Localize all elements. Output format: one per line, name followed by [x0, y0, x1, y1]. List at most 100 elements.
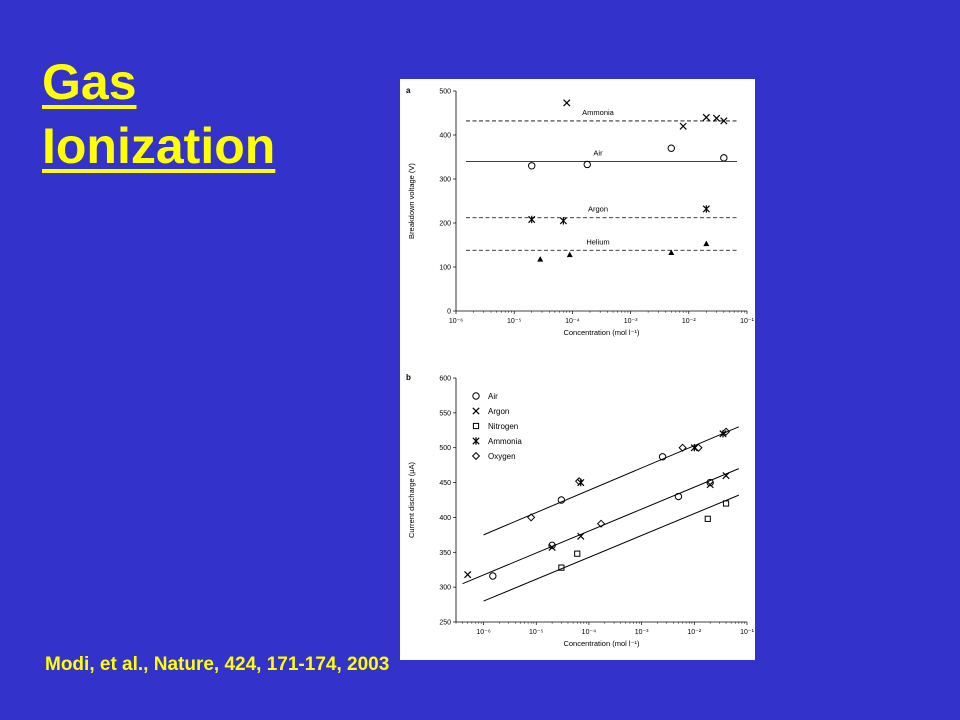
legend-label-air: Air — [488, 392, 498, 401]
data-point — [574, 550, 581, 557]
y-tick-label: 550 — [439, 410, 451, 417]
x-tick-label: 10⁻⁶ — [476, 629, 490, 636]
data-point — [574, 477, 584, 486]
legend-marker-oxygen — [471, 451, 481, 461]
y-tick-label: 500 — [439, 445, 451, 452]
x-axis-label: Concentration (mol l⁻¹) — [563, 328, 640, 337]
data-point — [690, 444, 698, 452]
data-point — [528, 215, 536, 224]
data-point — [558, 564, 565, 571]
legend-label-oxygen: Oxygen — [488, 452, 516, 461]
chart-panel-b: b 250 300 350 400 450 500 550 600 10⁻⁶ 10⁻⁵ 10⁻⁴ 10⁻… — [406, 373, 755, 648]
figure-panel: a 0 100 200 300 400 500 10⁻⁶ 10⁻⁵ 10⁻⁴ 10⁻³ 10⁻² 10⁻… — [400, 79, 755, 660]
chart-panel-a: a 0 100 200 300 400 500 10⁻⁶ 10⁻⁵ 10⁻⁴ 10⁻³ 10⁻² 10⁻… — [406, 86, 755, 337]
data-point — [577, 532, 585, 540]
y-tick-label: 400 — [439, 133, 451, 140]
x-tick-label: 10⁻² — [687, 629, 701, 636]
x-tick-label: 10⁻³ — [624, 318, 638, 325]
series-label-air: Air — [593, 148, 603, 157]
data-point — [559, 217, 568, 225]
x-tick-label: 10⁻¹ — [740, 629, 754, 636]
data-point — [674, 492, 683, 501]
series-air — [528, 144, 728, 170]
title-line-2: Ionization — [42, 118, 276, 174]
x-tick-label: 10⁻⁴ — [582, 629, 597, 636]
x-tick-label: 10⁻² — [682, 318, 696, 325]
data-point — [563, 99, 571, 107]
data-point — [722, 471, 730, 480]
y-tick-label: 400 — [439, 515, 451, 522]
data-point — [583, 160, 591, 169]
series-argon — [528, 205, 710, 225]
data-point — [702, 113, 710, 122]
data-point — [548, 541, 556, 550]
series-label-argon: Argon — [588, 205, 608, 214]
data-point — [489, 572, 497, 580]
y-tick-label: 0 — [447, 309, 451, 316]
data-point — [668, 249, 675, 255]
figure-svg: a 0 100 200 300 400 500 10⁻⁶ 10⁻⁵ 10⁻⁴ 10⁻³ 10⁻² 10⁻… — [406, 86, 755, 648]
data-point — [706, 481, 714, 489]
legend-label-nitrogen: Nitrogen — [488, 422, 518, 431]
series-helium — [537, 240, 710, 262]
slide-title: Gas Ionization — [42, 50, 275, 178]
data-point — [596, 519, 606, 528]
data-point — [703, 240, 710, 247]
data-point — [720, 154, 728, 162]
title-line-1: Gas — [42, 54, 137, 110]
y-tick-label: 300 — [439, 177, 451, 184]
x-tick-label: 10⁻⁶ — [449, 318, 463, 325]
data-point — [557, 496, 566, 504]
panel-label: b — [406, 373, 411, 382]
y-tick-label: 250 — [439, 620, 451, 627]
y-tick-label: 100 — [439, 265, 451, 272]
data-point — [712, 114, 721, 122]
series-argon — [464, 471, 730, 579]
data-point — [704, 515, 711, 522]
data-point — [721, 427, 731, 436]
x-tick-label: 10⁻³ — [635, 629, 649, 636]
panel-label: a — [406, 86, 411, 95]
data-point — [537, 256, 544, 262]
series-ammonia — [563, 99, 728, 130]
series-ammonia — [577, 430, 727, 487]
legend: Air Argon Nitrogen Ammonia Oxygen — [471, 392, 522, 461]
legend-marker-nitrogen — [472, 422, 480, 430]
x-axis-label: Concentration (mol l⁻¹) — [563, 639, 640, 648]
data-point — [566, 251, 573, 258]
data-point — [464, 570, 472, 579]
series-label-ammonia: Ammonia — [582, 108, 615, 117]
legend-marker-ammonia — [472, 437, 480, 445]
series-air — [489, 453, 714, 580]
y-axis-label: Current discharge (μA) — [407, 461, 416, 538]
data-point — [667, 144, 675, 152]
y-tick-label: 300 — [439, 585, 451, 592]
fit-line — [483, 426, 740, 536]
legend-label-argon: Argon — [488, 407, 509, 416]
legend-marker-argon — [472, 407, 480, 415]
data-point — [720, 117, 728, 125]
y-tick-label: 450 — [439, 480, 451, 487]
data-point — [678, 443, 687, 452]
series-nitrogen — [558, 500, 730, 571]
data-point — [702, 205, 710, 213]
fit-line — [483, 494, 740, 602]
citation: Modi, et al., Nature, 424, 171-174, 2003 — [45, 654, 390, 675]
data-point — [527, 513, 536, 522]
x-tick-label: 10⁻⁵ — [507, 318, 521, 325]
data-point — [679, 122, 687, 130]
series-label-helium: Helium — [586, 237, 609, 246]
data-point — [694, 443, 703, 452]
x-tick-label: 10⁻⁴ — [565, 318, 580, 325]
y-tick-label: 500 — [439, 89, 451, 96]
data-point — [722, 500, 730, 507]
legend-marker-air — [472, 392, 480, 400]
series-oxygen — [527, 427, 731, 528]
data-point — [658, 453, 667, 461]
x-tick-label: 10⁻⁵ — [529, 629, 543, 636]
y-tick-label: 350 — [439, 550, 451, 557]
y-tick-label: 600 — [439, 376, 451, 383]
data-point — [706, 478, 714, 487]
x-tick-label: 10⁻¹ — [740, 318, 754, 325]
legend-label-ammonia: Ammonia — [488, 437, 522, 446]
